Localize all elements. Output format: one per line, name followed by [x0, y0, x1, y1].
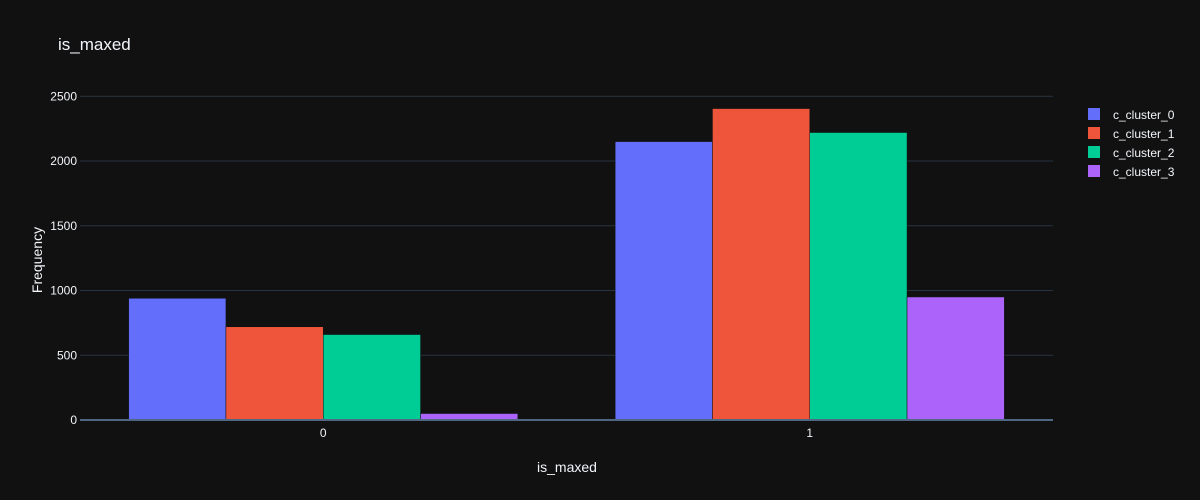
bar-c_cluster_2-1[interactable] [809, 132, 908, 421]
bars [128, 108, 1005, 421]
legend-label: c_cluster_0 [1113, 108, 1175, 122]
y-axis-title: Frequency [29, 227, 45, 293]
legend-label: c_cluster_2 [1113, 146, 1175, 160]
y-tick-label: 2500 [50, 89, 77, 103]
x-tick-label: 0 [320, 426, 327, 440]
axes: 0 500 1000 1500 2000 2500 0 1 [50, 89, 1053, 440]
bar-c_cluster_1-1[interactable] [712, 108, 811, 421]
legend-label: c_cluster_3 [1113, 165, 1175, 179]
legend-item-c_cluster_0[interactable]: c_cluster_0 [1088, 108, 1175, 122]
chart-title: is_maxed [58, 35, 131, 54]
legend-swatch [1088, 108, 1100, 120]
y-tick-label: 2000 [50, 154, 77, 168]
legend-label: c_cluster_1 [1113, 127, 1175, 141]
bar-c_cluster_0-1[interactable] [614, 141, 713, 421]
legend-item-c_cluster_3[interactable]: c_cluster_3 [1088, 165, 1175, 179]
y-tick-label: 500 [57, 348, 77, 362]
legend-item-c_cluster_2[interactable]: c_cluster_2 [1088, 146, 1175, 160]
bar-c_cluster_1-0[interactable] [225, 326, 324, 421]
x-tick-label: 1 [806, 426, 813, 440]
legend-item-c_cluster_1[interactable]: c_cluster_1 [1088, 127, 1175, 141]
legend: c_cluster_0 c_cluster_1 c_cluster_2 c_clust… [1088, 108, 1175, 179]
bar-c_cluster_2-0[interactable] [323, 334, 421, 421]
y-tick-label: 1500 [50, 219, 77, 233]
y-tick-label: 0 [70, 413, 77, 427]
legend-swatch [1088, 146, 1100, 158]
y-tick-label: 1000 [50, 284, 77, 298]
legend-swatch [1088, 165, 1100, 177]
x-axis-title: is_maxed [537, 459, 597, 475]
bar-c_cluster_0-0[interactable] [128, 298, 227, 421]
bar-c_cluster_3-1[interactable] [906, 296, 1005, 421]
legend-swatch [1088, 127, 1100, 139]
